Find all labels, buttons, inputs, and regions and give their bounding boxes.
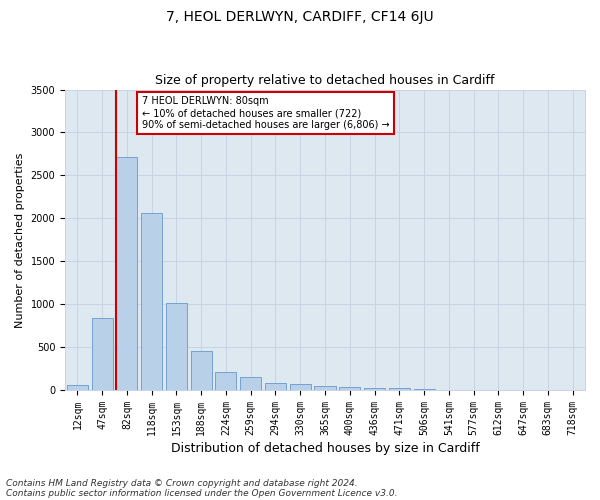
- Title: Size of property relative to detached houses in Cardiff: Size of property relative to detached ho…: [155, 74, 495, 87]
- Bar: [265, 383, 286, 390]
- Y-axis label: Number of detached properties: Number of detached properties: [15, 152, 25, 328]
- Bar: [240, 377, 261, 390]
- Bar: [389, 388, 410, 390]
- Text: Contains HM Land Registry data © Crown copyright and database right 2024.: Contains HM Land Registry data © Crown c…: [6, 478, 358, 488]
- Bar: [413, 389, 434, 390]
- X-axis label: Distribution of detached houses by size in Cardiff: Distribution of detached houses by size …: [170, 442, 479, 455]
- Bar: [215, 372, 236, 390]
- Bar: [67, 384, 88, 390]
- Bar: [116, 156, 137, 390]
- Text: 7, HEOL DERLWYN, CARDIFF, CF14 6JU: 7, HEOL DERLWYN, CARDIFF, CF14 6JU: [166, 10, 434, 24]
- Bar: [166, 302, 187, 390]
- Bar: [314, 386, 335, 390]
- Bar: [191, 352, 212, 390]
- Text: Contains public sector information licensed under the Open Government Licence v3: Contains public sector information licen…: [6, 488, 398, 498]
- Bar: [92, 318, 113, 390]
- Bar: [290, 384, 311, 390]
- Bar: [364, 388, 385, 390]
- Bar: [339, 386, 360, 390]
- Text: 7 HEOL DERLWYN: 80sqm
← 10% of detached houses are smaller (722)
90% of semi-det: 7 HEOL DERLWYN: 80sqm ← 10% of detached …: [142, 96, 389, 130]
- Bar: [141, 213, 162, 390]
